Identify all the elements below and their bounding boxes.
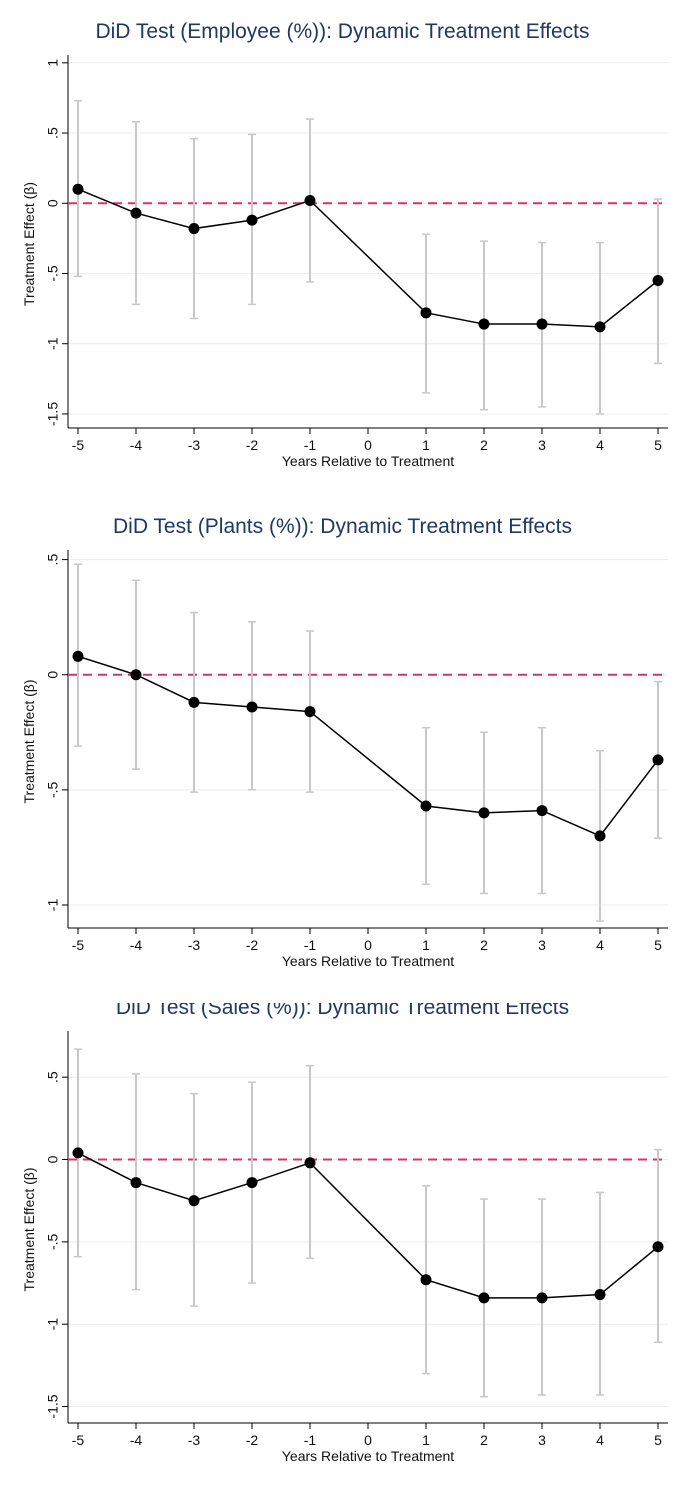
data-point [594,321,606,333]
series-line [77,655,659,837]
series-line [77,1152,659,1299]
y-tick-label: -1.5 [45,402,61,426]
data-point [130,207,142,219]
data-point [130,1177,142,1189]
data-point [188,223,200,235]
x-axis-label: Years Relative to Treatment [282,453,454,469]
data-point [420,307,432,319]
x-tick-label: 0 [364,1432,372,1448]
data-point [304,706,316,718]
data-point [536,805,548,817]
y-tick-label: .5 [45,127,61,139]
data-point [188,696,200,708]
data-point [478,1292,490,1304]
chart-plants: DiD Test (Plants (%)): Dynamic Treatment… [21,515,668,969]
data-point [594,1289,606,1301]
x-tick-label: -2 [246,437,259,453]
x-tick-label: 4 [596,437,604,453]
chart-panel-plants: DiD Test (Plants (%)): Dynamic Treatment… [0,505,685,985]
x-tick-label: 1 [422,1432,430,1448]
data-point [536,318,548,330]
y-tick-label: -1 [45,1318,61,1331]
data-point [536,1292,548,1304]
x-tick-label: -5 [72,937,85,953]
data-point [246,701,258,713]
data-point [652,275,664,287]
chart-title: DiD Test (Employee (%)): Dynamic Treatme… [95,20,589,43]
x-tick-label: -4 [130,1432,143,1448]
x-tick-label: 3 [538,937,546,953]
y-tick-label: 0 [45,1155,61,1163]
x-axis-label: Years Relative to Treatment [282,1448,454,1464]
data-point [652,1241,664,1253]
series-line [77,188,659,328]
data-point [72,650,84,662]
x-tick-label: -1 [304,937,317,953]
data-point [420,1274,432,1286]
x-tick-label: -2 [246,937,259,953]
x-tick-label: -3 [188,937,201,953]
data-point [652,754,664,766]
x-tick-label: 1 [422,937,430,953]
x-tick-label: 0 [364,437,372,453]
x-tick-label: -1 [304,437,317,453]
x-tick-label: -4 [130,437,143,453]
x-tick-label: -2 [246,1432,259,1448]
x-tick-label: 1 [422,437,430,453]
y-axis-label: Treatment Effect (β) [21,182,37,306]
data-point [594,830,606,842]
y-tick-label: -.5 [45,1233,61,1250]
x-tick-label: 3 [538,437,546,453]
chart-sales: DiD Test (Sales (%)): Dynamic Treatment … [21,1003,668,1464]
x-tick-label: 3 [538,1432,546,1448]
x-tick-label: 4 [596,1432,604,1448]
y-tick-label: 0 [45,199,61,207]
x-tick-label: 2 [480,1432,488,1448]
chart-title: DiD Test (Sales (%)): Dynamic Treatment … [116,1003,569,1019]
x-tick-label: 0 [364,937,372,953]
x-tick-label: -4 [130,937,143,953]
y-tick-label: .5 [45,554,61,566]
data-point [420,800,432,812]
y-tick-label: -.5 [45,265,61,282]
y-axis-label: Treatment Effect (β) [21,1168,37,1292]
x-tick-label: 2 [480,437,488,453]
x-tick-label: -5 [72,437,85,453]
x-tick-label: 4 [596,937,604,953]
x-tick-label: 5 [654,1432,662,1448]
data-point [478,318,490,330]
chart-panel-employee: DiD Test (Employee (%)): Dynamic Treatme… [0,0,685,490]
x-tick-label: -3 [188,437,201,453]
x-tick-label: -3 [188,1432,201,1448]
data-point [246,1177,258,1189]
y-tick-label: -1.5 [45,1394,61,1418]
x-axis-label: Years Relative to Treatment [282,953,454,969]
x-tick-label: 2 [480,937,488,953]
data-point [72,1147,84,1159]
y-tick-label: 1 [45,59,61,67]
data-point [304,1157,316,1169]
y-tick-label: -1 [45,899,61,912]
chart-panel-sales: DiD Test (Sales (%)): Dynamic Treatment … [0,1003,685,1490]
data-point [304,194,316,206]
data-point [478,807,490,819]
y-axis-label: Treatment Effect (β) [21,680,37,804]
chart-title: DiD Test (Plants (%)): Dynamic Treatment… [113,515,572,538]
y-tick-label: -.5 [45,781,61,798]
x-tick-label: 5 [654,937,662,953]
x-tick-label: -1 [304,1432,317,1448]
data-point [246,214,258,226]
chart-employee: DiD Test (Employee (%)): Dynamic Treatme… [21,20,668,469]
y-tick-label: 0 [45,671,61,679]
data-point [130,669,142,681]
y-tick-label: .5 [45,1071,61,1083]
x-tick-label: -5 [72,1432,85,1448]
x-tick-label: 5 [654,437,662,453]
data-point [188,1195,200,1207]
data-point [72,183,84,195]
y-tick-label: -1 [45,337,61,350]
